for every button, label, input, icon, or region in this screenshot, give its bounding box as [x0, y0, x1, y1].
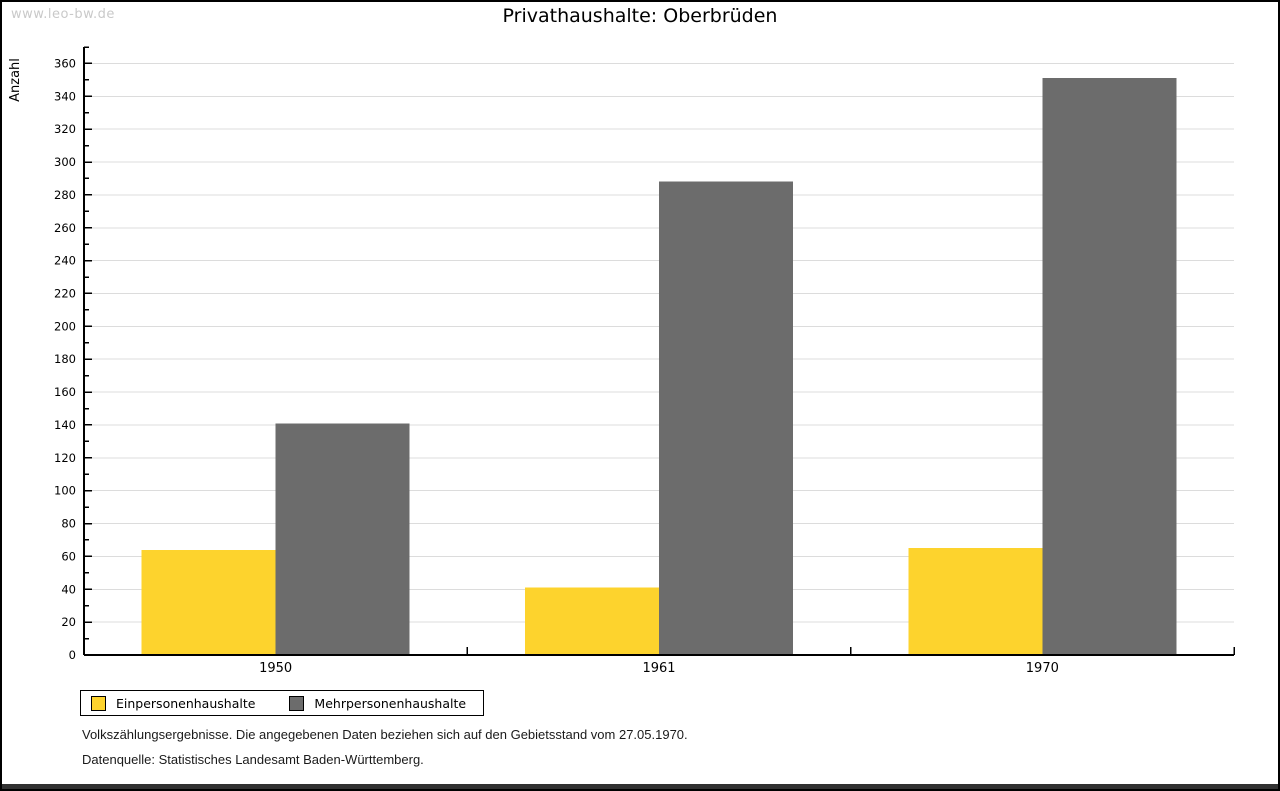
y-axis-title: Anzahl [8, 58, 23, 102]
y-tick-label: 240 [54, 254, 76, 268]
watermark: www.leo-bw.de [11, 7, 115, 22]
footer-note-data-source: Datenquelle: Statistisches Landesamt Bad… [82, 752, 424, 767]
bar-1970-Mehrpersonenhaushalte [1042, 78, 1177, 655]
y-tick-label: 280 [54, 188, 76, 202]
legend-label: Einpersonenhaushalte [116, 695, 256, 711]
legend-swatch-yellow [91, 695, 106, 711]
y-tick-label: 160 [54, 385, 76, 399]
x-tick-label: 1961 [642, 661, 675, 676]
chart-title: Privathaushalte: Oberbrüden [502, 5, 778, 27]
y-tick-label: 360 [54, 56, 76, 70]
legend-label: Mehrpersonenhaushalte [314, 695, 467, 711]
y-tick-label: 0 [69, 648, 76, 662]
y-tick-label: 180 [54, 352, 76, 366]
y-tick-label: 80 [61, 517, 76, 531]
bottom-bar [2, 784, 1278, 789]
legend-item-einpersonenhaushalte: Einpersonenhaushalte [91, 695, 256, 711]
y-tick-label: 300 [54, 155, 76, 169]
footer-note-source-period: Volkszählungsergebnisse. Die angegebenen… [82, 727, 688, 742]
legend-swatch-gray [289, 695, 305, 711]
bar-1950-Einpersonenhaushalte [141, 549, 276, 655]
x-tick-label: 1970 [1026, 661, 1059, 676]
y-tick-label: 320 [54, 122, 76, 136]
legend-item-mehrpersonenhaushalte: Mehrpersonenhaushalte [289, 695, 467, 711]
y-tick-label: 260 [54, 221, 76, 235]
x-tick-label: 1950 [259, 661, 292, 676]
bar-1970-Einpersonenhaushalte [908, 548, 1043, 655]
y-tick-label: 340 [54, 89, 76, 103]
legend: Einpersonenhaushalte Mehrpersonenhaushal… [80, 690, 484, 716]
y-tick-label: 60 [61, 549, 76, 563]
y-tick-label: 140 [54, 418, 76, 432]
y-tick-label: 40 [61, 582, 76, 596]
bar-1961-Mehrpersonenhaushalte [659, 181, 793, 655]
y-tick-label: 220 [54, 286, 76, 300]
y-tick-label: 20 [61, 615, 76, 629]
y-tick-label: 100 [54, 484, 76, 498]
y-tick-label: 200 [54, 319, 76, 333]
y-tick-label: 120 [54, 451, 76, 465]
bar-1950-Mehrpersonenhaushalte [275, 423, 410, 655]
bar-1961-Einpersonenhaushalte [525, 587, 659, 655]
